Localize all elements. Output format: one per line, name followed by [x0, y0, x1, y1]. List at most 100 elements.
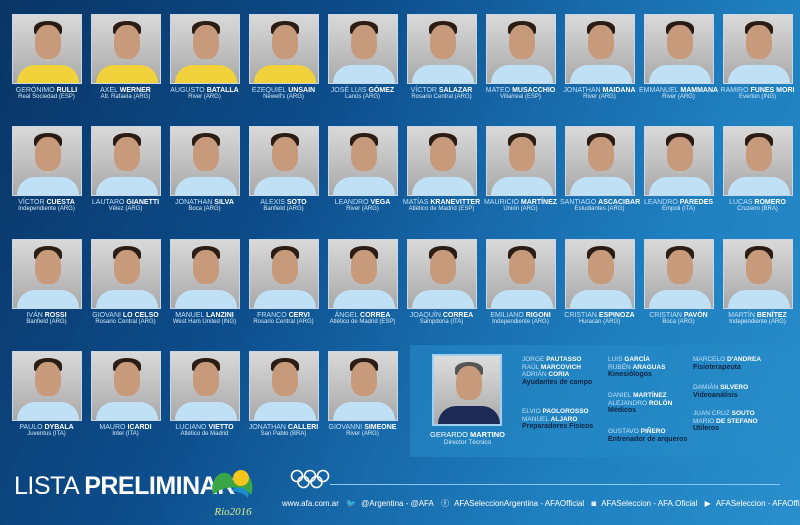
player-last-name: MARTÍNEZ — [520, 199, 558, 206]
player-name: IVÁN ROSSI — [7, 312, 86, 319]
player-card: CRISTIAN ESPINOZA Huracán (ARG) — [560, 239, 639, 325]
player-photo — [564, 14, 635, 84]
player-photo — [11, 126, 82, 196]
player-first-name: EMMANUEL — [639, 87, 679, 94]
player-first-name: EZEQUIEL — [251, 87, 287, 94]
player-first-name: SANTIAGO — [560, 199, 597, 206]
staff-group: DANIEL MARTÍNEZ ALEJANDRO ROLÓN Médicos — [608, 392, 698, 415]
player-photo — [11, 14, 82, 84]
staff-first-name: ELVIO — [522, 408, 541, 415]
staff-last-name: MARTÍNEZ — [633, 392, 667, 399]
player-first-name: GERÓNIMO — [15, 87, 55, 94]
player-photo — [485, 14, 556, 84]
instagram-link[interactable]: AFASeleccion - AFA.Oficial — [601, 499, 698, 508]
staff-last-name: GARCÍA — [624, 356, 650, 363]
player-last-name: CORREA — [442, 312, 474, 319]
player-card: MARTÍN BENÍTEZ Independiente (ARG) — [718, 239, 797, 325]
player-last-name: FUNES MORI — [750, 87, 795, 94]
player-card: GERÓNIMO RULLI Real Sociedad (ESP) — [7, 14, 86, 100]
facebook-link[interactable]: AFASeleccionArgentina - AFAOfficial — [454, 499, 585, 508]
player-last-name: LANZINI — [206, 312, 234, 319]
player-card: MATEO MUSACCHIO Villarreal (ESP) — [481, 14, 560, 100]
player-last-name: GÓMEZ — [368, 87, 395, 94]
twitter-link[interactable]: @Argentina - @AFA — [361, 499, 434, 508]
player-last-name: VEGA — [370, 199, 391, 206]
player-last-name: MUSACCHIO — [512, 87, 556, 94]
staff-first-name: MANUEL — [522, 415, 549, 423]
player-card: JOAQUÍN CORREA Sampdoria (ITA) — [402, 239, 481, 325]
staff-name: GUSTAVO PIÑERO — [608, 428, 698, 436]
player-card: AXEL WERNER Atl. Rafaela (ARG) — [86, 14, 165, 100]
player-name: GERÓNIMO RULLI — [7, 87, 86, 94]
player-card: GIOVANI LO CELSO Rosario Central (ARG) — [86, 239, 165, 325]
player-name: EZEQUIEL UNSAIN — [244, 87, 323, 94]
player-name: ÁNGEL CORREA — [323, 312, 402, 319]
staff-name: MARCELO D'ANDREA — [693, 356, 783, 364]
player-name: LEANDRO VEGA — [323, 199, 402, 206]
coach-last-name: MARTINO — [470, 430, 505, 439]
player-photo — [564, 239, 635, 309]
player-club: Rosario Central (ARG) — [95, 319, 156, 325]
player-last-name: KRANEVITTER — [430, 199, 481, 206]
player-last-name: SIMEONE — [364, 424, 397, 431]
player-last-name: UNSAIN — [288, 87, 316, 94]
page-title: LISTA PRELIMINAR — [14, 472, 235, 501]
staff-group: GUSTAVO PIÑERO Entrenador de arqueros — [608, 428, 698, 443]
player-name: EMILIANO RIGONI — [481, 312, 560, 319]
player-last-name: MAMMANA — [680, 87, 719, 94]
player-name: EMMANUEL MAMMANA — [639, 87, 718, 94]
player-first-name: ALEXIS — [260, 199, 285, 206]
player-name: LEANDRO PAREDES — [639, 199, 718, 206]
player-name: JONATHAN MAIDANA — [560, 87, 639, 94]
staff-last-name: SILVERO — [720, 384, 749, 391]
player-first-name: MAURICIO — [483, 199, 519, 206]
title-bold: PRELIMINAR — [84, 472, 235, 500]
player-photo — [169, 239, 240, 309]
staff-group: MARCELO D'ANDREA Fisioterapeuta — [693, 356, 783, 371]
player-photo — [643, 126, 714, 196]
divider — [330, 484, 780, 485]
player-name: VÍCTOR CUESTA — [7, 199, 86, 206]
staff-role: Fisioterapeuta — [693, 363, 741, 371]
player-last-name: SOTO — [286, 199, 307, 206]
player-card: EZEQUIEL UNSAIN Newell's (ARG) — [244, 14, 323, 100]
staff-name: JUAN CRUZ SOUTO — [693, 410, 783, 418]
player-club: Huracán (ARG) — [578, 319, 621, 325]
staff-name: RAÚL MARCOVICH — [522, 364, 612, 372]
player-first-name: PAULO — [19, 424, 43, 431]
player-photo — [169, 14, 240, 84]
player-photo — [248, 14, 319, 84]
website-link[interactable]: www.afa.com.ar — [282, 499, 339, 508]
player-card: MAURO ICARDI Inter (ITA) — [86, 351, 165, 437]
player-photo — [327, 126, 398, 196]
player-name: MAURICIO MARTÍNEZ — [481, 199, 560, 206]
player-club: River (ARG) — [662, 94, 695, 100]
staff-first-name: JUAN CRUZ — [693, 410, 730, 417]
player-photo — [90, 14, 161, 84]
player-photo — [90, 351, 161, 421]
player-club: Juventus (ITA) — [27, 431, 66, 437]
player-photo — [643, 14, 714, 84]
player-club: Boca (ARG) — [188, 206, 221, 212]
player-photo — [90, 239, 161, 309]
player-photo — [564, 126, 635, 196]
player-last-name: SALAZAR — [438, 87, 473, 94]
player-name: MARTÍN BENÍTEZ — [718, 312, 797, 319]
youtube-icon: ▶ — [704, 499, 711, 508]
player-name: LAUTARO GIANETTI — [86, 199, 165, 206]
player-photo — [11, 351, 82, 421]
player-photo — [11, 239, 82, 309]
staff-role: Kinesiólogos — [608, 371, 652, 378]
player-card: LUCIANO VIETTO Atlético de Madrid — [165, 351, 244, 437]
rio2016-logo: Rio2016 — [212, 470, 253, 518]
player-club: Boca (ARG) — [662, 319, 695, 325]
player-card: VÍCTOR CUESTA Independiente (ARG) — [7, 126, 86, 212]
staff-first-name: LUIS — [608, 356, 623, 363]
player-card: JONATHAN SILVA Boca (ARG) — [165, 126, 244, 212]
player-card: JONATHAN CALLERI San Pablo (BRA) — [244, 351, 323, 437]
player-first-name: MARTÍN — [728, 312, 755, 319]
staff-last-name: PAUTASSO — [546, 356, 582, 363]
youtube-link[interactable]: AFASeleccion - AFAOfficial — [715, 499, 800, 508]
player-last-name: ASCACIBAR — [598, 199, 641, 206]
player-club: Sampdoria (ITA) — [419, 319, 464, 325]
